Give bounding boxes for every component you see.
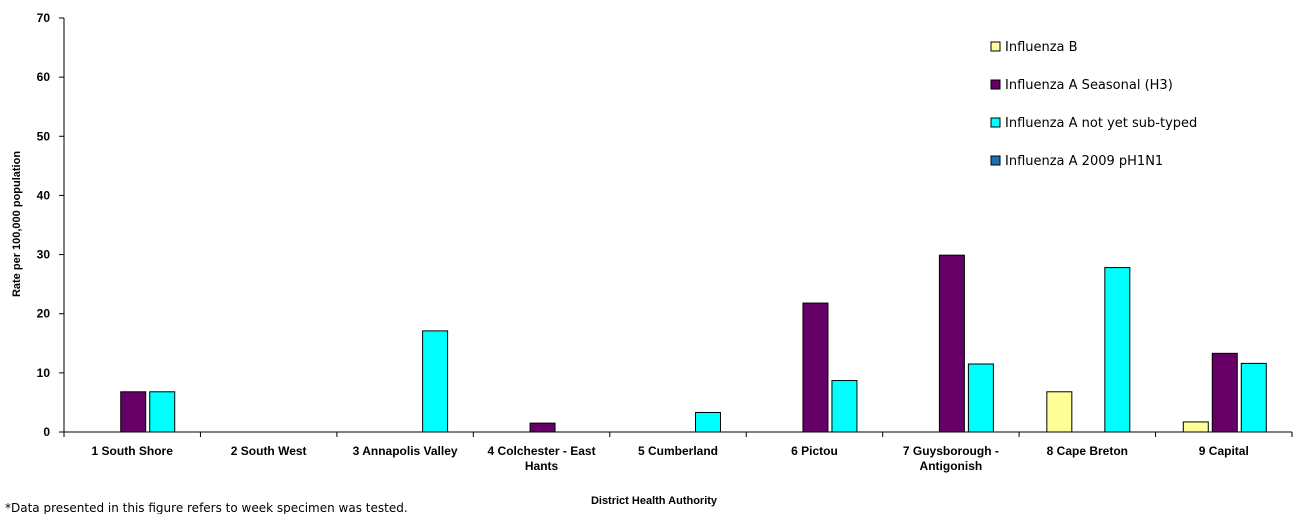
legend-swatch [990, 41, 1001, 52]
bar-influenza-a-not-yet-sub-typed [1104, 267, 1131, 433]
legend-label: Influenza A Seasonal (H3) [1005, 78, 1173, 93]
bar-influenza-a-not-yet-sub-typed [422, 330, 449, 433]
x-axis-title: District Health Authority [591, 495, 718, 507]
legend-swatch [990, 155, 1001, 166]
bar-influenza-a-not-yet-sub-typed [1240, 362, 1267, 433]
x-tick-label: 5 Cumberland [638, 444, 718, 458]
bar-influenza-a-seasonal-h3 [1211, 352, 1238, 433]
bar-influenza-a-seasonal-h3 [938, 254, 965, 433]
bar-influenza-b [1182, 421, 1209, 433]
y-tick-label: 70 [37, 11, 51, 25]
y-tick-label: 0 [43, 425, 50, 439]
legend-swatch [990, 117, 1001, 128]
legend-label: Influenza A 2009 pH1N1 [1005, 154, 1163, 169]
y-axis-title: Rate per 100,000 population [11, 151, 23, 297]
bar-influenza-b [1046, 391, 1073, 433]
footnote: *Data presented in this figure refers to… [5, 501, 408, 514]
x-tick-label: 6 Pictou [791, 444, 838, 458]
x-tick-label: 8 Cape Breton [1047, 444, 1128, 458]
x-tick-label: 1 South Shore [92, 444, 174, 458]
bar-influenza-a-not-yet-sub-typed [967, 363, 994, 433]
y-tick-label: 40 [37, 188, 51, 202]
plot-area: 0 10 20 30 40 50 60 70 1 South Shore 2 South West… [37, 11, 1293, 473]
bar-influenza-a-seasonal-h3 [120, 391, 147, 433]
x-tick-label: 2 South West [231, 444, 307, 458]
legend-label: Influenza B [1005, 40, 1078, 55]
legend-label: Influenza A not yet sub-typed [1005, 116, 1197, 131]
y-tick-label: 50 [37, 129, 51, 143]
y-tick-label: 30 [37, 248, 51, 262]
legend-swatch [990, 79, 1001, 90]
y-tick-label: 60 [37, 70, 51, 84]
bar-influenza-a-not-yet-sub-typed [149, 391, 176, 433]
bar-influenza-a-not-yet-sub-typed [695, 411, 721, 433]
y-tick-label: 10 [37, 366, 51, 380]
x-tick-label: 9 Capital [1199, 444, 1249, 458]
x-tick-label: 7 Guysborough -Antigonish [903, 444, 999, 473]
bar-influenza-a-not-yet-sub-typed [831, 380, 858, 433]
legend: Influenza B Influenza A Seasonal (H3) Infl… [990, 40, 1197, 169]
y-tick-label: 20 [37, 307, 51, 321]
bar-influenza-a-seasonal-h3 [529, 422, 556, 433]
bar-influenza-a-seasonal-h3 [802, 302, 829, 433]
x-tick-label: 4 Colchester - East Hants [488, 444, 596, 473]
x-tick-label: 3 Annapolis Valley [353, 444, 458, 458]
